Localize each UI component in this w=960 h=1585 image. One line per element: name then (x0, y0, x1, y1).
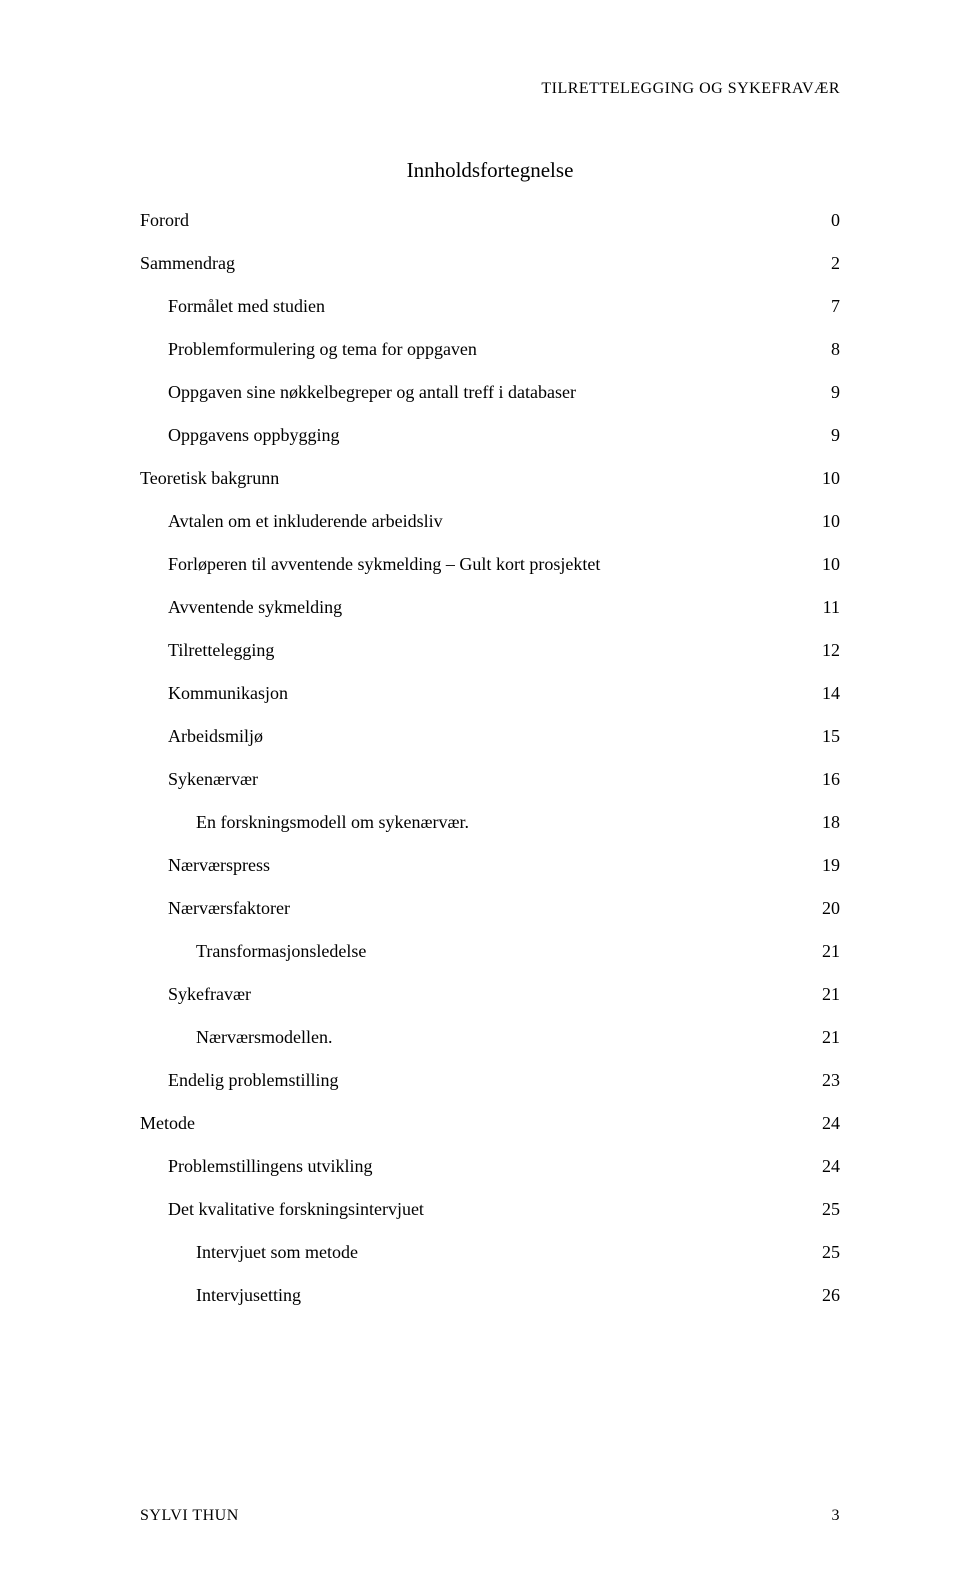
toc-entry-page: 12 (822, 641, 840, 659)
toc-entry-label: En forskningsmodell om sykenærvær. (196, 813, 469, 831)
toc-entry-label: Metode (140, 1114, 195, 1132)
toc-entry-page: 21 (822, 1028, 840, 1046)
toc-entry-label: Transformasjonsledelse (196, 942, 366, 960)
toc-entry-page: 16 (822, 770, 840, 788)
toc-entry-page: 8 (831, 340, 840, 358)
toc-entry-label: Tilrettelegging (168, 641, 274, 659)
toc-entry-label: Nærværsfaktorer (168, 899, 290, 917)
table-of-contents: Forord 0 Sammendrag 2 Formålet med studien 7 P… (140, 211, 840, 1304)
footer-author: SYLVI THUN (140, 1507, 239, 1525)
toc-entry-page: 20 (822, 899, 840, 917)
toc-entry-label: Arbeidsmiljø (168, 727, 263, 745)
toc-entry: Det kvalitative forskningsintervjuet 25 (140, 1200, 840, 1218)
toc-entry: Sammendrag 2 (140, 254, 840, 272)
toc-entry: Metode 24 (140, 1114, 840, 1132)
toc-entry-label: Endelig problemstilling (168, 1071, 338, 1089)
toc-entry: Nærværsfaktorer 20 (140, 899, 840, 917)
toc-entry-page: 24 (822, 1157, 840, 1175)
toc-entry: Oppgavens oppbygging 9 (140, 426, 840, 444)
toc-entry-page: 26 (822, 1286, 840, 1304)
page-footer: SYLVI THUN 3 (140, 1507, 840, 1525)
toc-entry: Nærværspress 19 (140, 856, 840, 874)
toc-entry: Tilrettelegging 12 (140, 641, 840, 659)
toc-entry-label: Avtalen om et inkluderende arbeidsliv (168, 512, 443, 530)
toc-entry-page: 19 (822, 856, 840, 874)
toc-entry: Problemstillingens utvikling 24 (140, 1157, 840, 1175)
toc-entry-page: 9 (831, 426, 840, 444)
toc-entry-page: 25 (822, 1243, 840, 1261)
toc-entry: En forskningsmodell om sykenærvær. 18 (140, 813, 840, 831)
toc-entry-page: 10 (822, 555, 840, 573)
toc-entry-page: 14 (822, 684, 840, 702)
toc-entry-page: 9 (831, 383, 840, 401)
toc-entry: Nærværsmodellen. 21 (140, 1028, 840, 1046)
toc-entry: Intervjuet som metode 25 (140, 1243, 840, 1261)
toc-entry: Problemformulering og tema for oppgaven 8 (140, 340, 840, 358)
toc-entry-page: 21 (822, 942, 840, 960)
toc-entry: Teoretisk bakgrunn 10 (140, 469, 840, 487)
toc-entry: Forord 0 (140, 211, 840, 229)
toc-entry-page: 10 (822, 512, 840, 530)
toc-entry-label: Oppgavens oppbygging (168, 426, 339, 444)
toc-entry-page: 24 (822, 1114, 840, 1132)
toc-entry-label: Intervjusetting (196, 1286, 301, 1304)
toc-entry-page: 23 (822, 1071, 840, 1089)
toc-entry-page: 2 (831, 254, 840, 272)
toc-entry-label: Sammendrag (140, 254, 235, 272)
toc-entry: Intervjusetting 26 (140, 1286, 840, 1304)
footer-page-number: 3 (832, 1507, 841, 1525)
toc-entry: Endelig problemstilling 23 (140, 1071, 840, 1089)
toc-entry-page: 15 (822, 727, 840, 745)
toc-entry-label: Det kvalitative forskningsintervjuet (168, 1200, 424, 1218)
toc-entry: Forløperen til avventende sykmelding – G… (140, 555, 840, 573)
toc-entry: Arbeidsmiljø 15 (140, 727, 840, 745)
toc-entry-label: Kommunikasjon (168, 684, 288, 702)
toc-entry: Formålet med studien 7 (140, 297, 840, 315)
toc-entry-page: 7 (831, 297, 840, 315)
toc-entry-page: 25 (822, 1200, 840, 1218)
toc-entry-label: Nærværsmodellen. (196, 1028, 333, 1046)
toc-entry-page: 0 (831, 211, 840, 229)
toc-entry-label: Sykefravær (168, 985, 251, 1003)
toc-entry-page: 18 (822, 813, 840, 831)
toc-title: Innholdsfortegnelse (140, 158, 840, 183)
toc-entry-label: Forløperen til avventende sykmelding – G… (168, 555, 600, 573)
toc-entry-label: Avventende sykmelding (168, 598, 342, 616)
toc-entry-label: Formålet med studien (168, 297, 325, 315)
toc-entry-page: 10 (822, 469, 840, 487)
toc-entry-label: Problemformulering og tema for oppgaven (168, 340, 477, 358)
toc-entry-label: Problemstillingens utvikling (168, 1157, 373, 1175)
toc-entry: Avventende sykmelding 11 (140, 598, 840, 616)
toc-entry: Transformasjonsledelse 21 (140, 942, 840, 960)
toc-entry-page: 11 (823, 598, 840, 616)
toc-entry: Sykenærvær 16 (140, 770, 840, 788)
toc-entry-label: Oppgaven sine nøkkelbegreper og antall t… (168, 383, 576, 401)
toc-entry-label: Sykenærvær (168, 770, 258, 788)
toc-entry-label: Intervjuet som metode (196, 1243, 358, 1261)
page-header: TILRETTELEGGING OG SYKEFRAVÆR (140, 80, 840, 98)
toc-entry-label: Nærværspress (168, 856, 270, 874)
toc-entry: Avtalen om et inkluderende arbeidsliv 10 (140, 512, 840, 530)
toc-entry-label: Forord (140, 211, 189, 229)
toc-entry-label: Teoretisk bakgrunn (140, 469, 279, 487)
toc-entry: Oppgaven sine nøkkelbegreper og antall t… (140, 383, 840, 401)
toc-entry-page: 21 (822, 985, 840, 1003)
toc-entry: Sykefravær 21 (140, 985, 840, 1003)
toc-entry: Kommunikasjon 14 (140, 684, 840, 702)
